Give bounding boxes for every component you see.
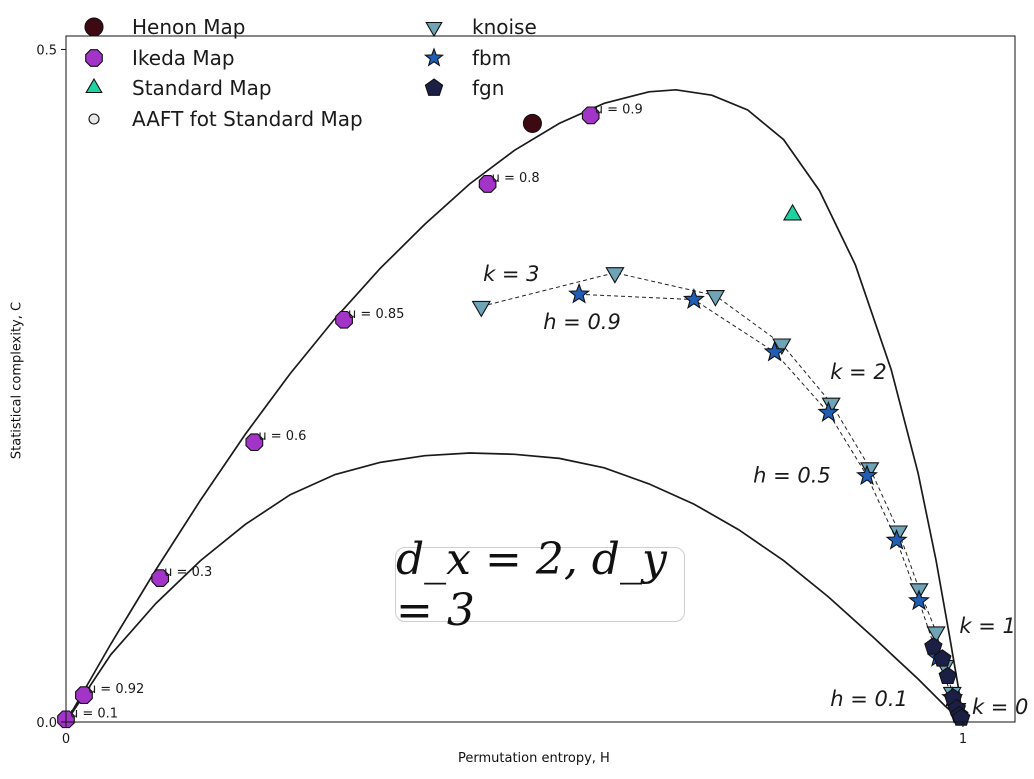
- upper-bound-curve: [65, 88, 964, 723]
- legend-item-henon-map: Henon Map: [80, 12, 246, 42]
- legend-label: Ikeda Map: [132, 45, 235, 70]
- curve-annotation-6: h = 0.1: [830, 687, 908, 711]
- knoise-point-4: [772, 338, 792, 356]
- y-tick-label: 0.5: [36, 43, 57, 58]
- legend-item-fgn: fgn: [420, 73, 504, 103]
- knoise-point-3: [705, 290, 726, 307]
- series-connector-lines: [481, 272, 958, 709]
- x-tick-label: 1: [959, 732, 967, 747]
- legend-marker: [425, 21, 443, 38]
- legend-item-knoise: knoise: [420, 12, 537, 42]
- ikeda-map-point-label: u = 0.92: [88, 682, 144, 697]
- fbm-point-2: [682, 288, 705, 309]
- legend-label: Henon Map: [132, 15, 246, 39]
- henon-map-point-1: [522, 113, 542, 133]
- point-labels: u = 0.1 u = 0.92 u = 0.3 u = 0.6 u = 0.85 u =…: [70, 102, 643, 721]
- fgn-point-7: [951, 708, 971, 726]
- legend-item-aaft-fot-standard-map: AAFT fot Standard Map: [80, 104, 363, 134]
- ikeda-map-point-7: [581, 106, 600, 125]
- bound-curves: [65, 88, 964, 723]
- y-axis-title: Statistical complexity, C: [9, 301, 25, 460]
- fbm-point-6: [885, 528, 908, 550]
- knoise-point-2: [605, 267, 625, 284]
- knoise-point-7: [888, 525, 909, 543]
- legend-marker: [85, 77, 103, 94]
- legend-marker: [84, 17, 104, 37]
- legend-item-ikeda-map: Ikeda Map: [80, 43, 235, 73]
- legend-marker: [423, 46, 445, 67]
- legend-marker-shape: [85, 48, 103, 67]
- legend-marker-shape: [425, 21, 443, 38]
- legend-marker-shape: [423, 46, 445, 67]
- fgn-point-2: [933, 649, 952, 667]
- ikeda-map-point-4: [245, 433, 264, 452]
- fgn-point-3: [938, 666, 957, 685]
- legend-label: Standard Map: [132, 76, 272, 100]
- fbm-point-1: [568, 282, 591, 304]
- curve-annotation-3: k = 2: [830, 360, 886, 384]
- legend-marker-shape: [85, 77, 103, 94]
- legend-marker-shape: [88, 112, 100, 125]
- ikeda-map-point-label: u = 0.9: [595, 102, 643, 117]
- axis-ticks: 0 1 0.0 0.5: [36, 43, 967, 747]
- standard-map-point-1: [782, 203, 803, 221]
- curve-annotation-5: k = 1: [959, 614, 1015, 638]
- data-markers: [57, 106, 971, 729]
- ikeda-map-point-label: u = 0.8: [492, 171, 540, 186]
- fbm-point-3: [763, 340, 786, 362]
- knoise-connector-line: [481, 272, 958, 709]
- x-tick-label: 0: [62, 732, 70, 747]
- legend-item-standard-map: Standard Map: [80, 73, 272, 103]
- legend-marker: [88, 112, 100, 125]
- parameter-annotation-box: d_x = 2, d_y = 3: [395, 534, 685, 636]
- ikeda-map-point-label: u = 0.3: [164, 565, 212, 580]
- legend-label: fbm: [472, 45, 512, 70]
- legend-marker-shape: [84, 17, 104, 37]
- curve-annotation-2: h = 0.9: [543, 310, 621, 334]
- knoise-point-9: [926, 626, 946, 644]
- legend-label: AAFT fot Standard Map: [132, 106, 363, 131]
- ikeda-map-point-label: u = 0.85: [348, 307, 404, 322]
- fbm-point-5: [856, 464, 878, 486]
- y-tick-label: 0.0: [36, 716, 57, 731]
- x-axis-title: Permutation entropy, H: [458, 751, 610, 766]
- legend-label: knoise: [472, 15, 537, 39]
- lower-bound-curve: [65, 452, 964, 723]
- legend-marker: [85, 48, 103, 67]
- knoise-point-1: [471, 300, 491, 318]
- ikeda-map-point-label: u = 0.1: [70, 706, 118, 721]
- ikeda-map-point-5: [335, 310, 353, 329]
- fbm-connector-line: [579, 293, 953, 698]
- legend-label: fgn: [472, 76, 505, 100]
- ikeda-map-point-2: [75, 686, 93, 704]
- curve-annotation-4: h = 0.5: [753, 464, 831, 488]
- fbm-point-7: [908, 589, 930, 611]
- ikeda-map-point-label: u = 0.6: [258, 429, 306, 444]
- curve-annotation-1: k = 3: [483, 262, 539, 286]
- legend: Henon Map Ikeda Map Standard Map AAFT fot S…: [80, 12, 560, 134]
- plot-frame: [65, 35, 1016, 723]
- ikeda-map-point-6: [478, 175, 497, 193]
- ikeda-map-point-3: [151, 569, 170, 587]
- legend-marker-shape: [424, 78, 444, 96]
- fgn-point-1: [924, 637, 943, 655]
- legend-item-fbm: fbm: [420, 43, 511, 73]
- parameter-annotation-text: d_x = 2, d_y = 3: [396, 533, 667, 636]
- curve-annotation-7: k = 0: [972, 695, 1028, 719]
- fbm-point-4: [817, 401, 840, 422]
- text-annotations: k = 3h = 0.9 k = 2 h = 0.5 k = 1 h = 0.1 k = …: [483, 262, 1028, 719]
- legend-marker: [424, 78, 444, 96]
